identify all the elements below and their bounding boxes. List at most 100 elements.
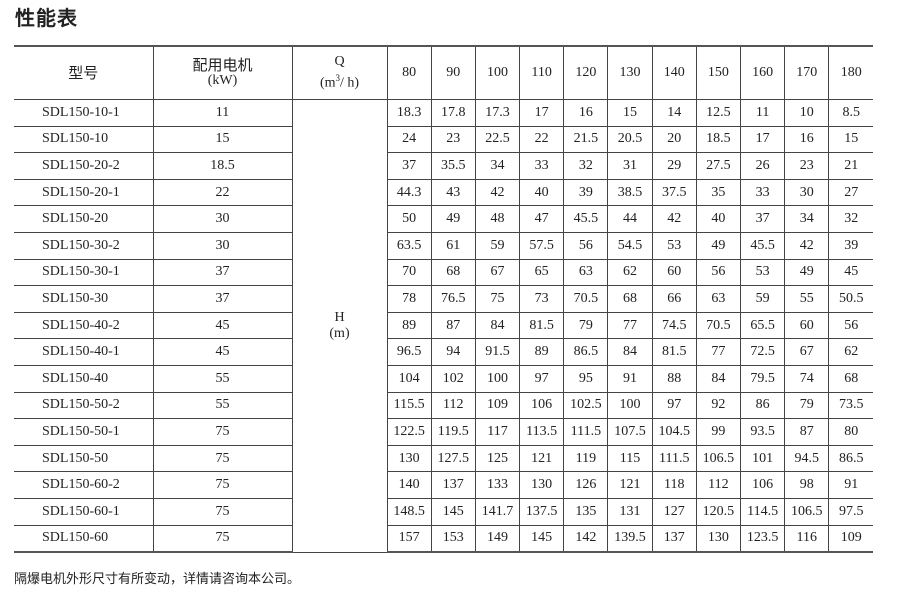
- head-value-cell: 84: [607, 338, 653, 366]
- head-value-cell: 26: [739, 152, 786, 180]
- head-value-cell: 115.5: [386, 391, 432, 420]
- head-value-cell: 131: [607, 497, 653, 526]
- head-value-cell: 106.5: [784, 497, 830, 526]
- head-value-cell: 106: [519, 391, 565, 420]
- head-value-cell: 33: [739, 178, 786, 207]
- head-value-cell: 62: [828, 338, 874, 366]
- head-value-cell: 86.5: [563, 338, 609, 366]
- flow-unit-sup: 3: [335, 73, 341, 84]
- header-motor: 配用电机 (kW): [152, 45, 293, 100]
- header-flow-label: Q: [334, 54, 345, 70]
- motor-power-cell: 75: [152, 418, 293, 446]
- head-value-cell: 102.5: [563, 391, 609, 420]
- head-value-cell: 59: [739, 285, 786, 313]
- head-value-cell: 79.5: [739, 364, 786, 393]
- head-value-cell: 102: [430, 364, 476, 393]
- header-motor-unit: (kW): [207, 73, 238, 88]
- head-value-cell: 17.3: [474, 99, 521, 127]
- head-value-cell: 68: [430, 258, 476, 287]
- header-flow-value: 140: [651, 45, 697, 100]
- head-value-cell: 112: [430, 391, 476, 420]
- head-value-cell: 75: [474, 285, 521, 313]
- head-value-cell: 44.3: [386, 178, 432, 207]
- table-row: SDL150-60-1 75 148.5 145 141.7 137.5 135 131 127…: [14, 497, 874, 526]
- head-value-cell: 60: [651, 258, 697, 287]
- head-value-cell: 76.5: [430, 285, 476, 313]
- header-model: 型号: [14, 45, 154, 100]
- head-value-cell: 8.5: [828, 99, 874, 127]
- head-value-cell: 59: [474, 231, 521, 260]
- head-value-cell: 14: [651, 99, 697, 127]
- head-value-cell: 15: [828, 125, 874, 154]
- motor-power-cell: 11: [152, 99, 293, 127]
- head-value-cell: 45.5: [563, 205, 609, 233]
- head-value-cell: 91: [828, 471, 874, 499]
- table-row: SDL150-40-2 45 89 87 84 81.5 79 77 74.5 70.5 65.5 6…: [14, 311, 874, 340]
- model-cell: SDL150-20-2: [14, 152, 154, 180]
- head-value-cell: 80: [828, 418, 874, 446]
- head-value-cell: 79: [563, 311, 609, 340]
- head-value-cell: 68: [828, 364, 874, 393]
- head-value-cell: 109: [828, 524, 874, 554]
- head-value-cell: 35.5: [430, 152, 476, 180]
- table-row: SDL150-10 15 24 23 22.5 22 21.5 20.5 20 18.5 17 16 1…: [14, 125, 874, 154]
- head-value-cell: 27: [828, 178, 874, 207]
- head-value-cell: 48: [474, 205, 521, 233]
- head-value-cell: 50: [386, 205, 432, 233]
- head-value-cell: 77: [695, 338, 742, 366]
- head-value-cell: 109: [474, 391, 521, 420]
- header-flow-value: 90: [430, 45, 476, 100]
- head-value-cell: 97: [651, 391, 697, 420]
- table-row: SDL150-50-1 75 122.5 119.5 117 113.5 111.5 107.…: [14, 418, 874, 446]
- head-value-cell: 145: [430, 497, 476, 526]
- motor-power-cell: 22: [152, 178, 293, 207]
- head-value-cell: 20: [651, 125, 697, 154]
- model-cell: SDL150-20: [14, 205, 154, 233]
- head-value-cell: 120.5: [695, 497, 742, 526]
- header-flow-value: 170: [784, 45, 830, 100]
- header-flow-value: 180: [828, 45, 874, 100]
- head-value-cell: 149: [474, 524, 521, 554]
- head-value-cell: 62: [607, 258, 653, 287]
- table-row: SDL150-50 75 130 127.5 125 121 119 115 111.5 106.…: [14, 444, 874, 473]
- head-value-cell: 40: [519, 178, 565, 207]
- table-row: SDL150-30-2 30 63.5 61 59 57.5 56 54.5 53 49 45.5 4…: [14, 231, 874, 260]
- head-value-cell: 87: [784, 418, 830, 446]
- head-value-cell: 67: [474, 258, 521, 287]
- head-value-cell: 21.5: [563, 125, 609, 154]
- head-value-cell: 43: [430, 178, 476, 207]
- model-cell: SDL150-20-1: [14, 178, 154, 207]
- head-value-cell: 61: [430, 231, 476, 260]
- head-value-cell: 99: [695, 418, 742, 446]
- head-value-cell: 34: [474, 152, 521, 180]
- head-value-cell: 91: [607, 364, 653, 393]
- table-row: SDL150-20-1 22 44.3 43 42 40 39 38.5 37.5 35 33 30 2…: [14, 178, 874, 207]
- motor-power-cell: 55: [152, 391, 293, 420]
- head-value-cell: 21: [828, 152, 874, 180]
- head-value-cell: 135: [563, 497, 609, 526]
- head-value-cell: 16: [784, 125, 830, 154]
- head-value-cell: 32: [563, 152, 609, 180]
- head-value-cell: 87: [430, 311, 476, 340]
- header-flow: Q (m3/ h): [291, 45, 388, 100]
- table-row: SDL150-30-1 37 70 68 67 65 63 62 60 56 53 49 45: [14, 258, 874, 287]
- head-value-cell: 111.5: [563, 418, 609, 446]
- head-value-cell: 137: [430, 471, 476, 499]
- head-value-cell: 45: [828, 258, 874, 287]
- header-flow-unit: (m3/ h): [293, 70, 387, 92]
- head-value-cell: 17.8: [430, 99, 476, 127]
- head-value-cell: 56: [695, 258, 742, 287]
- head-value-cell: 74: [784, 364, 830, 393]
- head-value-cell: 94: [430, 338, 476, 366]
- head-value-cell: 93.5: [739, 418, 786, 446]
- head-value-cell: 45.5: [739, 231, 786, 260]
- table-header-row: 型号 配用电机 (kW) Q (m3/ h) 80 90 100 110 120 130 1…: [14, 45, 874, 100]
- model-cell: SDL150-60-1: [14, 497, 154, 526]
- table-row: SDL150-50-2 55 115.5 112 109 106 102.5 100 97 92 8…: [14, 391, 874, 420]
- table-row: SDL150-60-2 75 140 137 133 130 126 121 118 112 106…: [14, 471, 874, 499]
- head-value-cell: 145: [519, 524, 565, 554]
- head-value-cell: 130: [695, 524, 742, 554]
- head-value-cell: 68: [607, 285, 653, 313]
- head-value-cell: 22: [519, 125, 565, 154]
- head-value-cell: 16: [563, 99, 609, 127]
